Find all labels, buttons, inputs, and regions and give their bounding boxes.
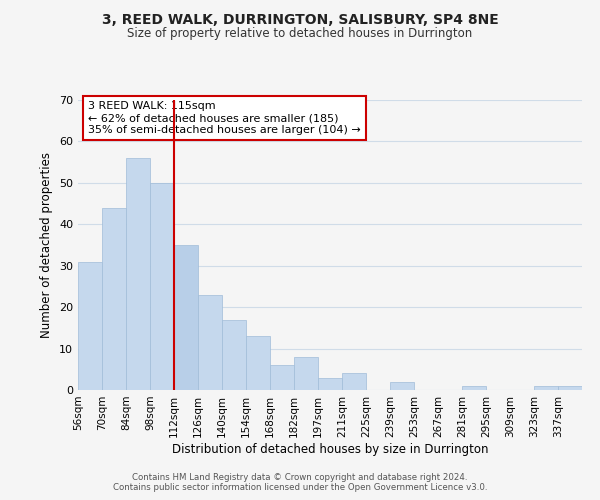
- Bar: [78, 262, 102, 390]
- Bar: [534, 386, 558, 390]
- Bar: [246, 336, 270, 390]
- X-axis label: Distribution of detached houses by size in Durrington: Distribution of detached houses by size …: [172, 442, 488, 456]
- Bar: [558, 386, 582, 390]
- Bar: [342, 374, 366, 390]
- Bar: [390, 382, 414, 390]
- Bar: [126, 158, 150, 390]
- Text: Contains HM Land Registry data © Crown copyright and database right 2024.
Contai: Contains HM Land Registry data © Crown c…: [113, 473, 487, 492]
- Bar: [174, 245, 198, 390]
- Bar: [294, 357, 318, 390]
- Bar: [150, 183, 174, 390]
- Bar: [102, 208, 126, 390]
- Text: Size of property relative to detached houses in Durrington: Size of property relative to detached ho…: [127, 28, 473, 40]
- Y-axis label: Number of detached properties: Number of detached properties: [40, 152, 53, 338]
- Bar: [318, 378, 342, 390]
- Text: 3, REED WALK, DURRINGTON, SALISBURY, SP4 8NE: 3, REED WALK, DURRINGTON, SALISBURY, SP4…: [101, 12, 499, 26]
- Bar: [270, 365, 294, 390]
- Bar: [222, 320, 246, 390]
- Bar: [198, 294, 222, 390]
- Bar: [462, 386, 486, 390]
- Text: 3 REED WALK: 115sqm
← 62% of detached houses are smaller (185)
35% of semi-detac: 3 REED WALK: 115sqm ← 62% of detached ho…: [88, 102, 361, 134]
